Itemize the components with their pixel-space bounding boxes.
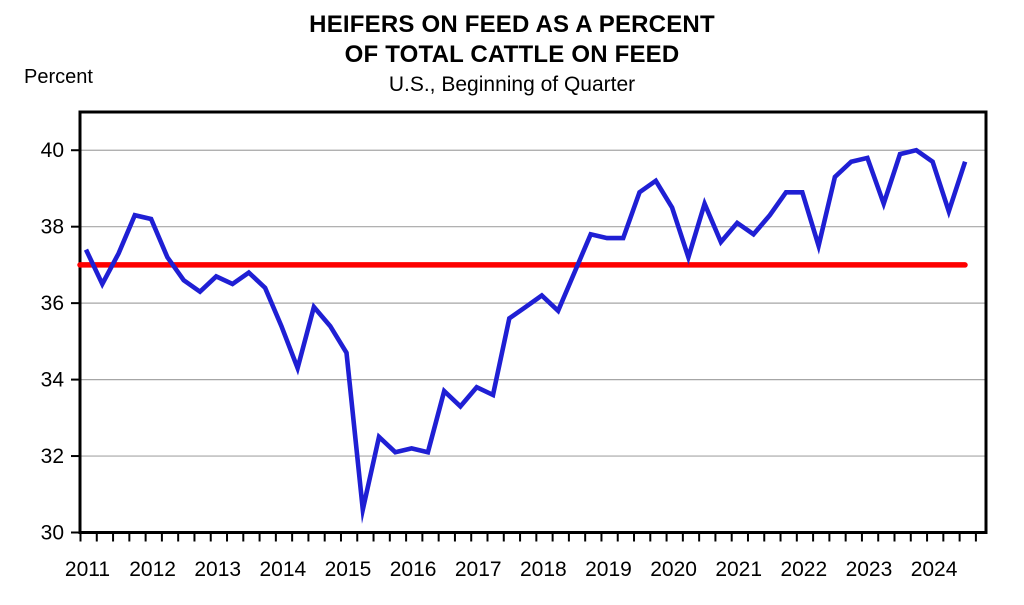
y-tick-label-30: 30: [41, 522, 64, 545]
data-line: [83, 147, 968, 524]
x-year-label-2024: 2024: [911, 558, 958, 581]
x-year-label-2011: 2011: [65, 558, 110, 581]
x-year-label-2018: 2018: [520, 558, 567, 581]
chart-title-line2: OF TOTAL CATTLE ON FEED: [344, 41, 680, 68]
y-tick-label-36: 36: [41, 292, 64, 315]
y-tick-label-38: 38: [41, 216, 64, 239]
chart-header: HEIFERS ON FEED AS A PERCENT OF TOTAL CA…: [0, 10, 1024, 98]
x-year-label-2020: 2020: [650, 558, 697, 581]
chart-subtitle: U.S., Beginning of Quarter: [388, 73, 636, 96]
x-year-label-2022: 2022: [780, 558, 827, 581]
y-tick-label-40: 40: [41, 139, 64, 162]
y-tick-label-34: 34: [41, 369, 65, 392]
x-year-label-2023: 2023: [846, 558, 893, 581]
x-year-label-2019: 2019: [585, 558, 632, 581]
x-year-label-2016: 2016: [390, 558, 437, 581]
x-year-label-2021: 2021: [715, 558, 762, 581]
y-tick-label-32: 32: [41, 445, 64, 468]
y-axis-title: Percent: [24, 66, 93, 88]
x-year-label-2012: 2012: [129, 558, 176, 581]
x-year-label-2015: 2015: [325, 558, 372, 581]
x-year-label-2013: 2013: [194, 558, 241, 581]
chart-title-line1: HEIFERS ON FEED AS A PERCENT: [309, 11, 715, 38]
x-year-label-2014: 2014: [260, 558, 307, 581]
plot-border: [78, 110, 988, 534]
x-year-label-2017: 2017: [455, 558, 502, 581]
